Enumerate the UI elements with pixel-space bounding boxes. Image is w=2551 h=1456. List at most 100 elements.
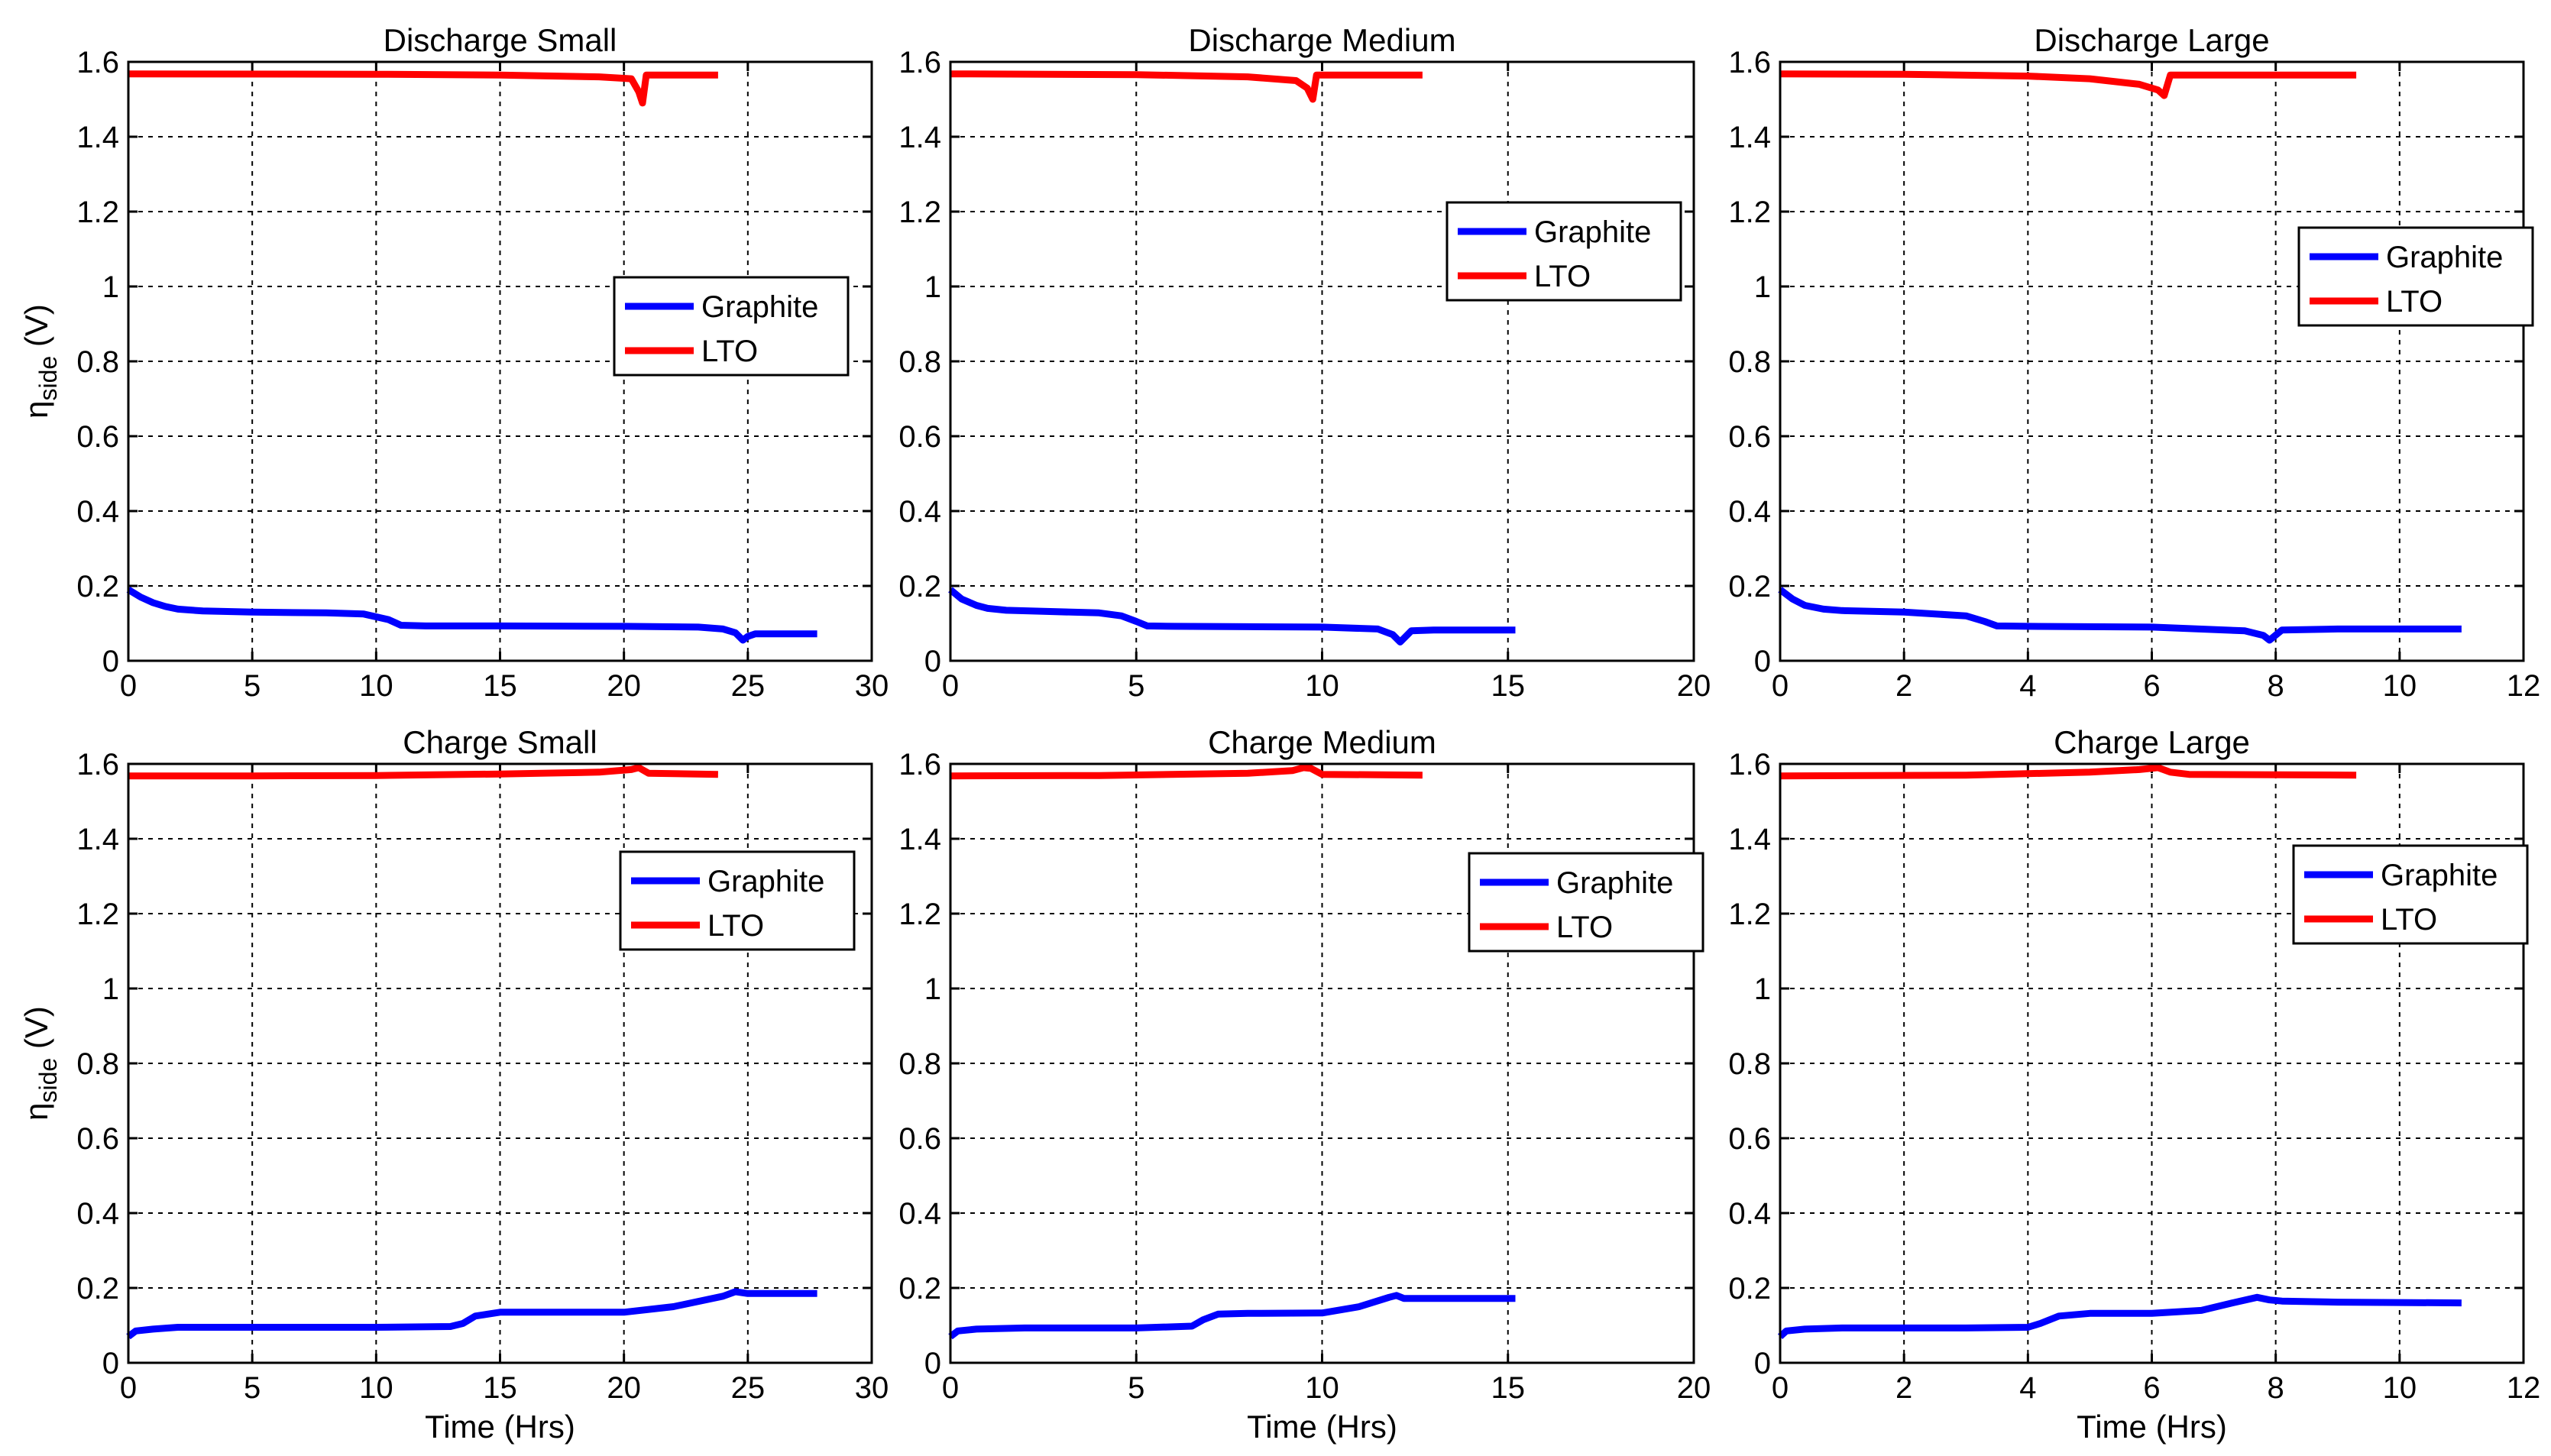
y-axis-label: ηside (V) [18, 304, 62, 419]
x-tick-label: 10 [1305, 1371, 1339, 1405]
x-tick-label: 5 [244, 1371, 261, 1405]
legend-label-graphite: Graphite [701, 290, 818, 324]
y-tick-label: 0.4 [898, 1197, 941, 1231]
y-tick-label: 0.6 [898, 1122, 941, 1156]
y-tick-label: 0.8 [898, 1047, 941, 1081]
series-line-graphite [948, 587, 1516, 645]
x-tick-label: 0 [942, 669, 959, 703]
y-tick-label: 0 [1754, 645, 1771, 678]
axes-box [949, 60, 1695, 662]
x-tick-label: 10 [359, 1371, 393, 1405]
series-line-graphite [1777, 1293, 2462, 1340]
legend-box [613, 276, 850, 377]
legend-box [2292, 844, 2529, 945]
legend-box [1445, 201, 1682, 302]
legend: Graphite LTO [613, 276, 850, 377]
y-tick-label: 0.6 [76, 420, 119, 454]
x-tick-label: 15 [1491, 669, 1526, 703]
series-line-lto [1779, 764, 2357, 780]
legend-label-lto: LTO [707, 909, 764, 943]
y-tick-label: 1 [924, 270, 941, 304]
y-tick-label: 0 [1754, 1347, 1771, 1380]
legend-box [619, 850, 856, 951]
y-tick-label: 1 [1754, 270, 1771, 304]
chart-panel-5: 0 5 10 15 20 0 0.2 0.4 0.6 0.8 1 1.2 1.4 1.6 Charge Me… [898, 724, 1711, 1445]
legend: Graphite LTO [1445, 201, 1682, 302]
x-tick-label: 5 [244, 669, 261, 703]
legend-label-lto: LTO [701, 335, 758, 368]
y-tick-label: 1.4 [76, 823, 119, 856]
chart-panel-3: 0 2 4 6 8 10 12 0 0.2 0.4 0.6 0.8 1 1.2 1.4 1.6 Discharg… [1728, 22, 2540, 703]
series-line-graphite [948, 1292, 1516, 1340]
legend-label-lto: LTO [1556, 911, 1613, 944]
x-tick-label: 5 [1128, 1371, 1144, 1405]
x-tick-label: 15 [483, 1371, 517, 1405]
chart-panel-6: 0 2 4 6 8 10 12 0 0.2 0.4 0.6 0.8 1 1.2 1.4 1.6 Charge L… [1728, 724, 2540, 1445]
x-tick-label: 0 [1772, 669, 1789, 703]
series-line-lto [950, 764, 1423, 780]
y-tick-label: 1.6 [76, 748, 119, 781]
legend-label-lto: LTO [2386, 285, 2443, 319]
y-tick-label: 1.6 [898, 46, 941, 79]
y-tick-label: 1.2 [1728, 196, 1771, 229]
legend-label-graphite: Graphite [2386, 241, 2503, 274]
x-tick-label: 15 [483, 669, 517, 703]
y-tick-label: 0 [924, 645, 941, 678]
y-tick-label: 0.6 [898, 420, 941, 454]
legend-label-graphite: Graphite [2381, 859, 2498, 892]
y-tick-label: 1.6 [1728, 748, 1771, 781]
y-tick-label: 0.2 [898, 570, 941, 603]
x-tick-label: 25 [731, 1371, 766, 1405]
chart-title: Discharge Small [384, 22, 617, 58]
chart-title: Charge Medium [1208, 724, 1436, 760]
x-tick-label: 25 [731, 669, 766, 703]
y-tick-label: 1 [924, 972, 941, 1006]
legend-label-graphite: Graphite [1534, 215, 1651, 249]
y-axis-label: ηside (V) [18, 1006, 62, 1121]
series-line-lto [1779, 70, 2357, 99]
x-tick-label: 10 [2383, 1371, 2417, 1405]
y-tick-label: 0 [924, 1347, 941, 1380]
x-tick-label: 6 [2143, 1371, 2160, 1405]
x-tick-label: 30 [855, 669, 889, 703]
y-tick-label: 0.4 [76, 1197, 119, 1231]
x-tick-label: 8 [2268, 669, 2284, 703]
x-tick-label: 10 [2383, 669, 2417, 703]
y-tick-label: 0.8 [898, 345, 941, 379]
y-tick-label: 1.2 [898, 196, 941, 229]
y-tick-label: 1.4 [1728, 823, 1771, 856]
x-tick-label: 2 [1895, 669, 1912, 703]
legend: Graphite LTO [1468, 852, 1704, 953]
y-tick-label: 0.6 [1728, 1122, 1771, 1156]
y-tick-label: 0.4 [1728, 1197, 1771, 1231]
axes-box [1779, 762, 2525, 1364]
series-line-graphite [1778, 587, 2462, 644]
legend: Graphite LTO [2292, 844, 2529, 945]
y-tick-label: 0.2 [898, 1272, 941, 1306]
x-axis-label: Time (Hrs) [1247, 1409, 1397, 1445]
x-tick-label: 4 [2019, 669, 2036, 703]
y-tick-label: 1.6 [1728, 46, 1771, 79]
y-tick-label: 1.4 [898, 121, 941, 154]
y-tick-label: 0.2 [1728, 570, 1771, 603]
axes-box [1779, 60, 2525, 662]
y-tick-label: 0.6 [1728, 420, 1771, 454]
legend: Graphite LTO [619, 850, 856, 951]
x-tick-label: 0 [942, 1371, 959, 1405]
y-tick-label: 1 [102, 270, 119, 304]
chart-panel-4: 0 5 10 15 20 25 30 0 0.2 0.4 0.6 0.8 1 1.2 1.4 1.6 Charg… [18, 724, 889, 1445]
y-tick-label: 0.2 [76, 1272, 119, 1306]
legend: Graphite LTO [2297, 226, 2534, 327]
y-tick-label: 1.2 [76, 196, 119, 229]
legend-box [2297, 226, 2534, 327]
chart-panel-1: 0 5 10 15 20 25 30 0 0.2 0.4 0.6 0.8 1 1.2 1.4 1.6 Disch… [18, 22, 889, 703]
y-tick-label: 0.6 [76, 1122, 119, 1156]
axes-box [127, 60, 873, 662]
chart-panel-2: 0 5 10 15 20 0 0.2 0.4 0.6 0.8 1 1.2 1.4 1.6 Discharge… [898, 22, 1711, 703]
x-tick-label: 5 [1128, 669, 1144, 703]
y-tick-label: 0.4 [898, 495, 941, 529]
x-tick-label: 10 [1305, 669, 1339, 703]
y-tick-label: 1.2 [1728, 898, 1771, 931]
series-line-lto [128, 70, 718, 107]
legend-label-lto: LTO [2381, 903, 2437, 937]
